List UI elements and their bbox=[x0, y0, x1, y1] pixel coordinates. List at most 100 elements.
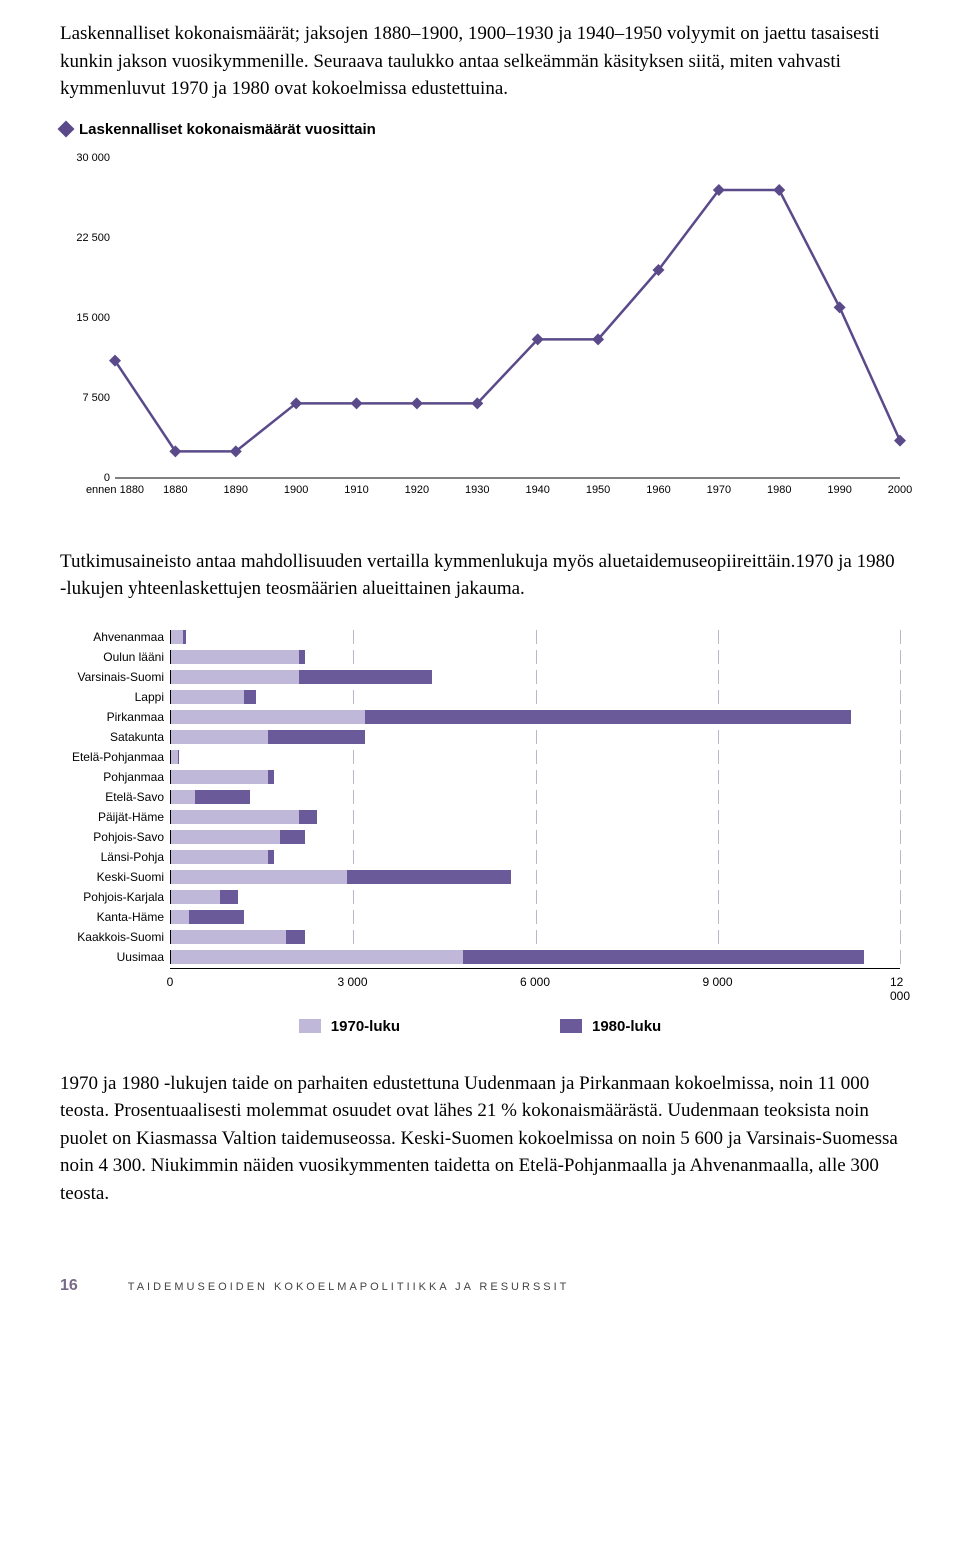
bar-category-label: Etelä-Savo bbox=[60, 790, 170, 804]
x-tick-label: 6 000 bbox=[520, 975, 550, 989]
bar-row: Lappi bbox=[60, 688, 900, 706]
legend-1970-label: 1970-luku bbox=[331, 1018, 400, 1035]
bar-1980 bbox=[195, 790, 250, 804]
bar-track bbox=[170, 710, 900, 724]
bar-x-axis: 03 0006 0009 00012 000 bbox=[170, 968, 900, 998]
bar-1970 bbox=[171, 790, 195, 804]
bar-category-label: Kanta-Häme bbox=[60, 910, 170, 924]
bar-1980 bbox=[183, 630, 186, 644]
x-axis-label: 1960 bbox=[646, 484, 670, 496]
x-axis-label: 1950 bbox=[586, 484, 610, 496]
legend-1980-label: 1980-luku bbox=[592, 1018, 661, 1035]
bar-category-label: Päijät-Häme bbox=[60, 810, 170, 824]
bar-1980 bbox=[299, 650, 305, 664]
bar-track bbox=[170, 930, 900, 944]
swatch-icon bbox=[560, 1019, 582, 1033]
bar-row: Satakunta bbox=[60, 728, 900, 746]
bar-category-label: Varsinais-Suomi bbox=[60, 670, 170, 684]
bar-1980 bbox=[299, 670, 433, 684]
bar-row: Etelä-Pohjanmaa bbox=[60, 748, 900, 766]
bar-1980 bbox=[299, 810, 317, 824]
bar-1980 bbox=[268, 770, 274, 784]
y-axis-label: 22 500 bbox=[76, 232, 110, 244]
line-chart-plot bbox=[115, 158, 900, 478]
bar-1980 bbox=[280, 830, 304, 844]
x-axis-label: 1880 bbox=[163, 484, 187, 496]
bar-1970 bbox=[171, 770, 268, 784]
bar-track bbox=[170, 910, 900, 924]
bar-row: Pirkanmaa bbox=[60, 708, 900, 726]
bar-chart-legend: 1970-luku 1980-luku bbox=[60, 1018, 900, 1035]
bar-category-label: Kaakkois-Suomi bbox=[60, 930, 170, 944]
x-axis-label: 1980 bbox=[767, 484, 791, 496]
x-axis-label: 2000 bbox=[888, 484, 912, 496]
bar-track bbox=[170, 950, 900, 964]
x-axis-label: 1930 bbox=[465, 484, 489, 496]
bar-track bbox=[170, 790, 900, 804]
bar-1970 bbox=[171, 890, 220, 904]
bar-category-label: Uusimaa bbox=[60, 950, 170, 964]
line-chart: 07 50015 00022 50030 000 ennen 188018801… bbox=[60, 158, 900, 498]
line-chart-legend: Laskennalliset kokonaismäärät vuosittain bbox=[60, 121, 900, 138]
bar-1970 bbox=[171, 750, 178, 764]
bar-category-label: Keski-Suomi bbox=[60, 870, 170, 884]
legend-1980: 1980-luku bbox=[560, 1018, 661, 1035]
bar-track bbox=[170, 630, 900, 644]
bar-chart: Ahvenanmaa Oulun lääni Varsinais-Suomi L… bbox=[60, 628, 900, 998]
bar-1970 bbox=[171, 690, 244, 704]
bar-category-label: Lappi bbox=[60, 690, 170, 704]
bar-row: Pohjois-Karjala bbox=[60, 888, 900, 906]
x-axis-label: 1890 bbox=[224, 484, 248, 496]
bar-1980 bbox=[268, 730, 365, 744]
bar-row: Kanta-Häme bbox=[60, 908, 900, 926]
y-axis-label: 15 000 bbox=[76, 312, 110, 324]
x-axis-label: 1990 bbox=[827, 484, 851, 496]
bar-1970 bbox=[171, 950, 463, 964]
bar-1980 bbox=[268, 850, 274, 864]
bar-track bbox=[170, 750, 900, 764]
bar-track bbox=[170, 650, 900, 664]
x-tick-label: 0 bbox=[167, 975, 174, 989]
bar-track bbox=[170, 870, 900, 884]
x-tick-label: 3 000 bbox=[337, 975, 367, 989]
bar-row: Pohjanmaa bbox=[60, 768, 900, 786]
bar-1980 bbox=[463, 950, 864, 964]
x-axis-label: 1940 bbox=[525, 484, 549, 496]
x-axis-label: 1910 bbox=[344, 484, 368, 496]
x-tick-label: 12 000 bbox=[890, 975, 910, 1003]
bar-1970 bbox=[171, 650, 299, 664]
bar-row: Länsi-Pohja bbox=[60, 848, 900, 866]
bar-row: Pohjois-Savo bbox=[60, 828, 900, 846]
bar-track bbox=[170, 770, 900, 784]
page-number: 16 bbox=[60, 1277, 78, 1295]
x-axis-label: ennen 1880 bbox=[86, 484, 144, 496]
bar-category-label: Satakunta bbox=[60, 730, 170, 744]
bar-1980 bbox=[178, 750, 179, 764]
y-axis-label: 7 500 bbox=[82, 392, 110, 404]
bar-category-label: Pohjanmaa bbox=[60, 770, 170, 784]
bar-row: Kaakkois-Suomi bbox=[60, 928, 900, 946]
bar-1980 bbox=[220, 890, 238, 904]
bar-1980 bbox=[189, 910, 244, 924]
swatch-icon bbox=[299, 1019, 321, 1033]
bar-category-label: Länsi-Pohja bbox=[60, 850, 170, 864]
bar-track bbox=[170, 830, 900, 844]
legend-1970: 1970-luku bbox=[299, 1018, 400, 1035]
x-axis-label: 1900 bbox=[284, 484, 308, 496]
bar-category-label: Ahvenanmaa bbox=[60, 630, 170, 644]
paragraph-2: Tutkimusaineisto antaa mahdollisuuden ve… bbox=[60, 548, 900, 603]
bar-track bbox=[170, 850, 900, 864]
bar-track bbox=[170, 890, 900, 904]
bar-1970 bbox=[171, 850, 268, 864]
footer-text: TAIDEMUSEOIDEN KOKOELMAPOLITIIKKA JA RES… bbox=[128, 1281, 570, 1293]
x-axis-label: 1920 bbox=[405, 484, 429, 496]
bar-category-label: Etelä-Pohjanmaa bbox=[60, 750, 170, 764]
bar-1970 bbox=[171, 810, 299, 824]
paragraph-3: 1970 ja 1980 -lukujen taide on parhaiten… bbox=[60, 1070, 900, 1208]
bar-track bbox=[170, 690, 900, 704]
bar-1970 bbox=[171, 670, 299, 684]
bar-1980 bbox=[244, 690, 256, 704]
bar-category-label: Pirkanmaa bbox=[60, 710, 170, 724]
bar-1980 bbox=[286, 930, 304, 944]
page-footer: 16 TAIDEMUSEOIDEN KOKOELMAPOLITIIKKA JA … bbox=[60, 1277, 900, 1295]
